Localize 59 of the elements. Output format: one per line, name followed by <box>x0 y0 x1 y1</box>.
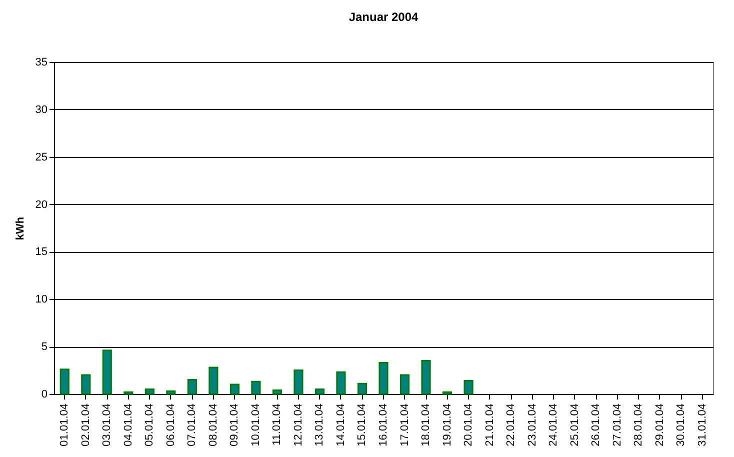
x-tick-label: 15.01.04 <box>356 404 368 446</box>
bar <box>230 384 240 395</box>
y-tick-label: 5 <box>41 341 48 354</box>
x-tick-label: 03.01.04 <box>101 404 114 446</box>
bar <box>208 366 218 395</box>
bar <box>187 379 197 395</box>
y-tick-label: 15 <box>35 246 48 258</box>
bar <box>464 380 474 395</box>
x-tick-label: 05.01.04 <box>144 404 156 446</box>
bar <box>378 362 388 395</box>
bar <box>400 374 410 395</box>
y-axis-title: kWh <box>14 216 26 240</box>
bar <box>421 360 431 395</box>
x-tick-label: 08.01.04 <box>207 404 220 446</box>
bar <box>251 380 261 395</box>
x-tick-label: 04.01.04 <box>122 404 134 446</box>
x-tick-label: 09.01.04 <box>228 404 241 446</box>
y-tick-label: 0 <box>41 388 48 400</box>
y-tick-label: 10 <box>35 294 48 306</box>
x-tick-label: 20.01.04 <box>462 404 475 446</box>
x-tick-label: 02.01.04 <box>80 404 92 446</box>
x-tick-label: 30.01.04 <box>675 404 688 446</box>
x-tick-label: 23.01.04 <box>526 404 538 446</box>
y-tick-label: 25 <box>35 151 48 164</box>
bar <box>357 382 368 395</box>
y-tick-label: 20 <box>35 198 48 211</box>
x-tick-label: 06.01.04 <box>164 404 177 446</box>
x-tick-label: 22.01.04 <box>505 404 518 446</box>
x-tick-label: 11.01.04 <box>271 404 284 446</box>
bar <box>81 374 91 395</box>
x-tick-label: 24.01.04 <box>548 404 560 446</box>
bar <box>294 370 304 395</box>
x-tick-label: 29.01.04 <box>654 404 666 446</box>
x-tick-label: 17.01.04 <box>398 404 411 446</box>
x-tick-label: 14.01.04 <box>334 404 347 446</box>
x-tick-label: 19.01.04 <box>441 404 454 446</box>
x-tick-label: 18.01.04 <box>420 404 432 446</box>
x-tick-label: 31.01.04 <box>696 404 708 446</box>
bar <box>60 368 70 395</box>
x-tick-label: 07.01.04 <box>186 404 198 446</box>
bar <box>314 388 325 395</box>
x-tick-label: 01.01.04 <box>58 404 71 446</box>
x-tick-label: 21.01.04 <box>484 404 496 446</box>
x-tick-label: 13.01.04 <box>314 404 326 446</box>
chart-title: Januar 2004 <box>348 10 419 24</box>
x-tick-label: 16.01.04 <box>378 404 390 446</box>
bar <box>272 389 282 395</box>
x-tick-label: 10.01.04 <box>250 404 262 446</box>
x-tick-label: 25.01.04 <box>568 404 581 446</box>
bar <box>166 390 176 395</box>
bar <box>102 350 112 395</box>
x-tick-label: 12.01.04 <box>292 404 304 446</box>
bar <box>144 388 154 395</box>
y-tick-label: 35 <box>35 56 48 68</box>
bar <box>336 371 346 395</box>
x-tick-label: 26.01.04 <box>590 404 602 446</box>
x-tick-label: 27.01.04 <box>611 404 624 446</box>
y-tick-label: 30 <box>35 104 48 116</box>
x-tick-label: 28.01.04 <box>632 404 645 446</box>
